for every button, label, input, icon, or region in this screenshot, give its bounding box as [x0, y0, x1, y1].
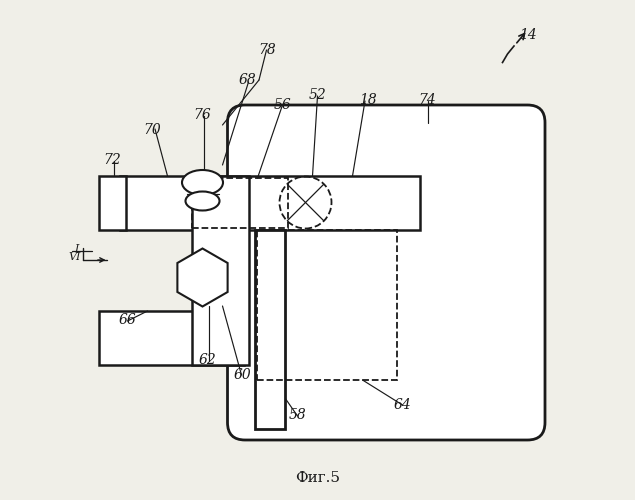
Text: 68: 68 — [239, 73, 257, 87]
Text: 72: 72 — [104, 153, 121, 167]
Bar — [257, 230, 396, 380]
Bar — [99, 311, 244, 365]
Text: 58: 58 — [289, 408, 306, 422]
Text: Фиг.5: Фиг.5 — [295, 470, 340, 484]
Text: 14: 14 — [519, 28, 537, 42]
Text: 18: 18 — [359, 93, 377, 107]
Bar — [99, 176, 126, 230]
Text: VI: VI — [69, 252, 81, 262]
Text: 60: 60 — [234, 368, 251, 382]
Bar — [120, 176, 420, 230]
Text: 76: 76 — [194, 108, 211, 122]
Bar — [192, 176, 249, 365]
Text: 70: 70 — [144, 123, 161, 137]
FancyBboxPatch shape — [227, 105, 545, 440]
Ellipse shape — [185, 192, 220, 210]
Text: 56: 56 — [274, 98, 291, 112]
Text: I: I — [74, 244, 79, 254]
Text: 66: 66 — [119, 313, 137, 327]
Text: 78: 78 — [258, 43, 276, 57]
Text: 64: 64 — [394, 398, 411, 412]
Polygon shape — [177, 248, 227, 306]
Ellipse shape — [182, 170, 223, 195]
Text: 62: 62 — [199, 353, 217, 367]
Text: 52: 52 — [309, 88, 326, 102]
Bar — [255, 230, 285, 428]
Text: 74: 74 — [418, 93, 436, 107]
Bar — [192, 178, 288, 228]
